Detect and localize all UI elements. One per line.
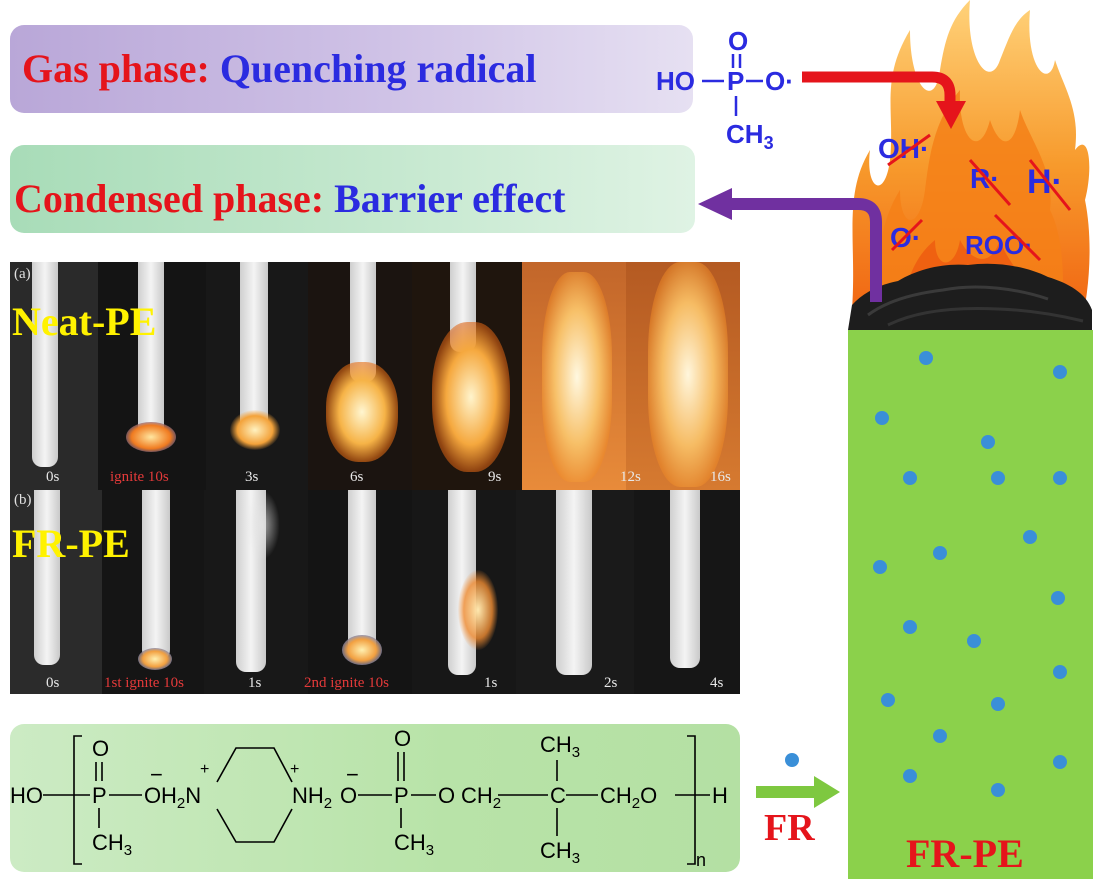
ho-end-group: HO	[10, 783, 43, 808]
neat-pe-label: Neat-PE	[12, 299, 157, 344]
o-radical-atom: O·	[765, 66, 794, 96]
time-label-a-3: 6s	[350, 469, 364, 485]
time-label-b-1: 1st ignite 10s	[104, 675, 185, 691]
time-label-a-0: 0s	[46, 469, 60, 485]
ch3-group-2: CH3	[394, 830, 434, 859]
time-label-a-6: 16s	[710, 469, 731, 485]
time-label-b-3: 2nd ignite 10s	[304, 675, 389, 691]
nh2-group: NH2	[292, 783, 332, 812]
carbonyl-o-1: O	[92, 736, 109, 761]
gas-phase-label: Gas phase:	[22, 46, 210, 91]
condensed-phase-banner: Condensed phase: Barrier effect	[10, 145, 695, 233]
fr-polymer-structure: HO O P CH3 O − H2N + + NH2 O − O P CH3 O…	[10, 726, 728, 870]
photo-panel-neat-pe: (a) Neat-PE 0s ignite 10s 3s 6s 9s 12s 1…	[10, 262, 740, 490]
quaternary-c: C	[550, 783, 566, 808]
ch3-group: CH3	[726, 119, 774, 153]
fr-polymer-formula-box	[10, 724, 740, 872]
minus-sign-1: −	[150, 762, 163, 787]
time-label-b-0: 0s	[46, 675, 60, 691]
p-atom-2: P	[394, 783, 409, 808]
fr-arrow-label: FR	[764, 807, 815, 849]
ch2-group-2: CH2O	[600, 783, 657, 812]
carbonyl-o-2: O	[394, 726, 411, 751]
panel-b-letter: (b)	[14, 492, 32, 508]
p-atom-1: P	[92, 783, 107, 808]
repeat-count-n: n	[696, 850, 706, 870]
fr-addition-arrow	[756, 753, 840, 808]
h-end-group: H	[712, 783, 728, 808]
fr-pe-photo-label: FR-PE	[12, 521, 130, 566]
time-label-b-5: 2s	[604, 675, 618, 691]
condensed-phase-text: Condensed phase: Barrier effect	[14, 175, 565, 222]
oxide-anion-1: O	[144, 783, 161, 808]
ch2-group-1: CH2	[461, 783, 501, 812]
time-label-a-4: 9s	[488, 469, 502, 485]
radical-to-flame-arrow	[802, 71, 966, 129]
ho-group: HO	[656, 66, 695, 96]
ch3-bottom-group: CH3	[540, 838, 580, 867]
h2n-group: H2N	[161, 783, 201, 812]
fr-particles	[873, 351, 1067, 797]
o-top-atom: O	[728, 26, 748, 56]
panel-a-letter: (a)	[14, 266, 31, 282]
ch3-group-1: CH3	[92, 830, 132, 859]
time-label-a-2: 3s	[245, 469, 259, 485]
ch3-top-group: CH3	[540, 732, 580, 761]
minus-sign-2: −	[346, 762, 359, 787]
time-label-a-5: 12s	[620, 469, 641, 485]
gas-phase-effect: Quenching radical	[219, 46, 537, 91]
fr-pe-block-label: FR-PE	[906, 831, 1024, 876]
phosphonyl-radical-structure: O HO P O· CH3	[656, 26, 794, 153]
time-label-b-6: 4s	[710, 675, 724, 691]
fr-pe-block	[848, 330, 1093, 879]
time-label-b-2: 1s	[248, 675, 262, 691]
time-label-a-1: ignite 10s	[110, 469, 169, 485]
condensed-phase-label: Condensed phase:	[14, 176, 325, 221]
plus-sign-2: +	[290, 761, 299, 778]
char-layer	[848, 263, 1092, 330]
time-label-b-4: 1s	[484, 675, 498, 691]
radical-strike-lines	[887, 133, 1072, 262]
gas-phase-banner: Gas phase: Quenching radical	[10, 25, 693, 113]
p-atom: P	[727, 66, 744, 96]
oxide-anion-2: O	[340, 783, 357, 808]
condensed-phase-effect: Barrier effect	[334, 176, 566, 221]
photo-panel-fr-pe: (b) FR-PE 0s 1st ignite 10s 1s 2nd ignit…	[10, 490, 740, 694]
plus-sign-1: +	[200, 761, 209, 778]
ether-o-1: O	[438, 783, 455, 808]
gas-phase-text: Gas phase: Quenching radical	[22, 45, 537, 92]
char-to-barrier-arrow	[698, 188, 882, 302]
